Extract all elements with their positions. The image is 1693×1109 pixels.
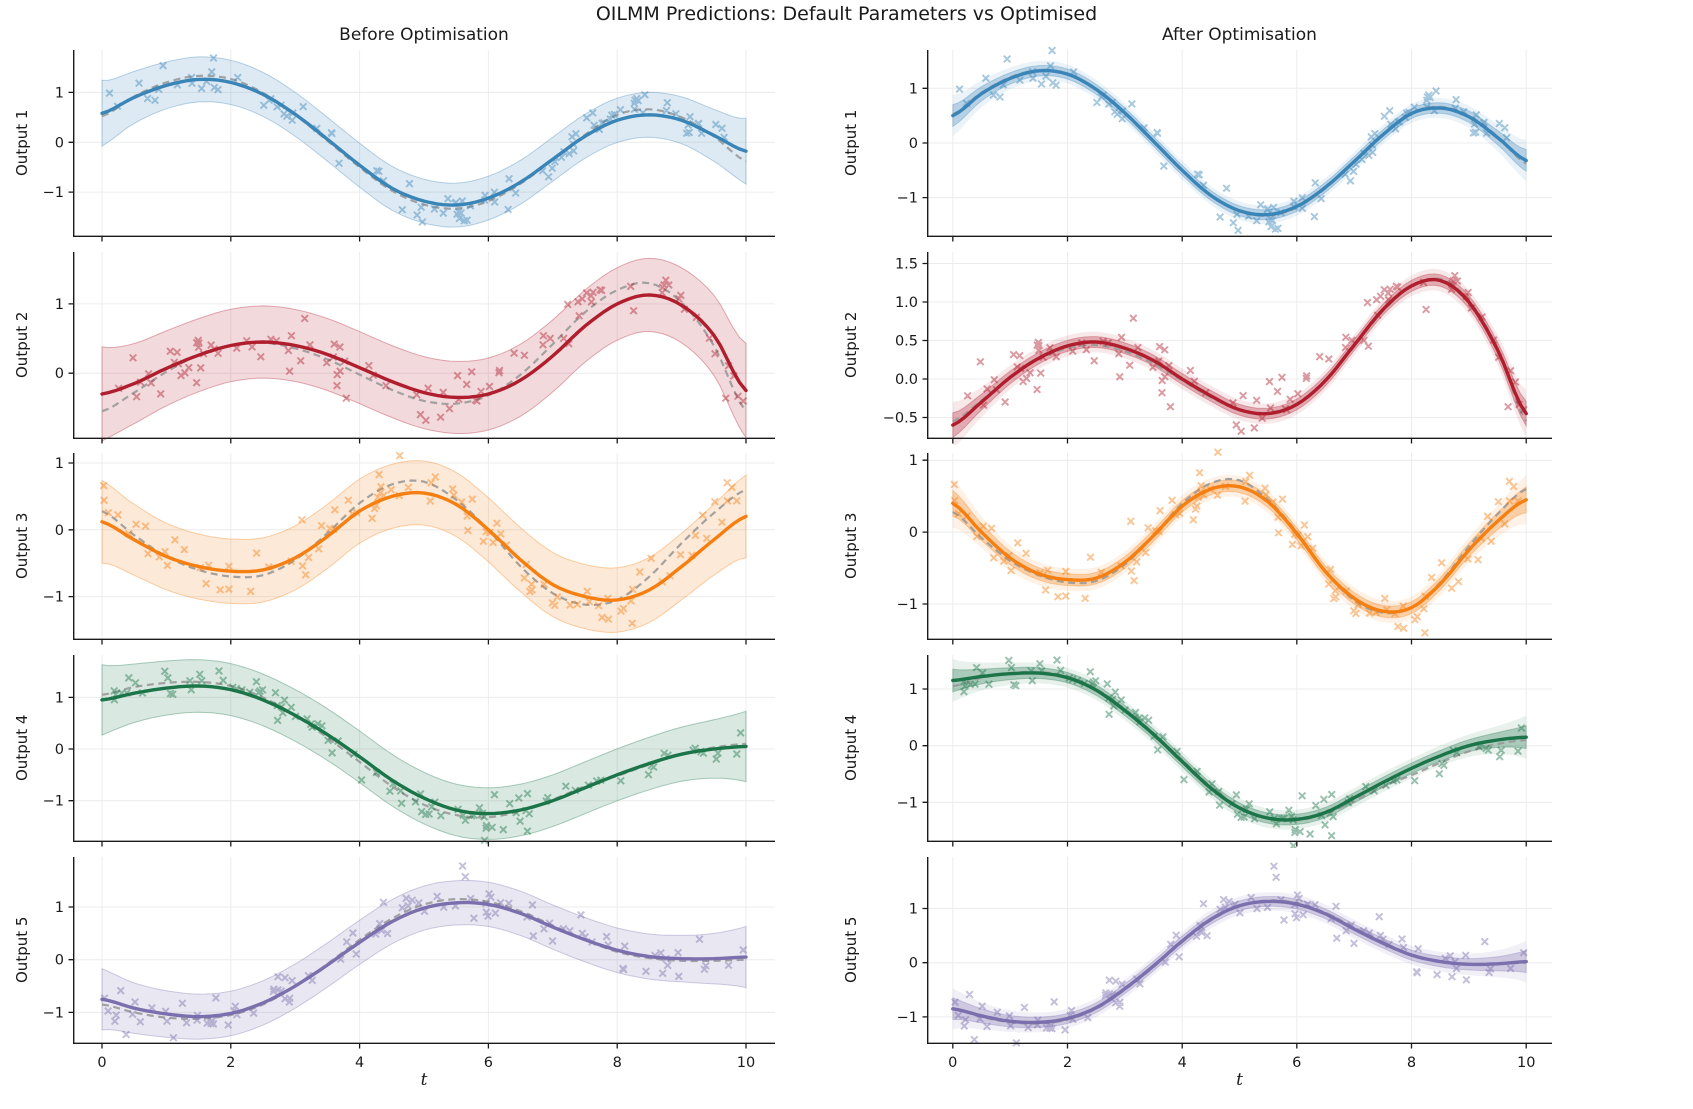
panel-output-1-after: −1 0 1 bbox=[897, 46, 1552, 242]
svg-text:6: 6 bbox=[1292, 1055, 1301, 1071]
y-axis-label: Output 3 bbox=[842, 512, 860, 580]
panel-output-5-after: 0 2 4 6 8 10 −1 0 1 bbox=[897, 857, 1552, 1071]
panel-output-3-after: −1 0 1 bbox=[897, 448, 1552, 645]
svg-text:−1: −1 bbox=[43, 1005, 64, 1021]
svg-text:8: 8 bbox=[613, 1055, 622, 1071]
y-axis-label: Output 3 bbox=[13, 512, 31, 580]
svg-text:−1: −1 bbox=[43, 185, 64, 201]
panel-output-3-before: −1 0 1 bbox=[43, 451, 775, 645]
panel-output-1-before: −1 0 1 bbox=[43, 50, 775, 242]
svg-text:−1: −1 bbox=[897, 191, 918, 207]
svg-text:0.0: 0.0 bbox=[895, 372, 918, 388]
svg-text:10: 10 bbox=[1517, 1055, 1535, 1071]
y-axis-label: Output 5 bbox=[842, 916, 860, 984]
svg-text:0: 0 bbox=[97, 1055, 106, 1071]
figure-title: OILMM Predictions: Default Parameters vs… bbox=[595, 3, 1098, 25]
panel-output-4-after: −1 0 1 bbox=[897, 655, 1552, 848]
plot-canvas: 01 bbox=[55, 252, 775, 444]
svg-text:0: 0 bbox=[55, 523, 64, 539]
y-axis-label: Output 4 bbox=[13, 714, 31, 782]
plot-canvas: −1 0 1 bbox=[897, 448, 1552, 645]
plot-canvas: −1 0 1 bbox=[43, 50, 775, 242]
svg-text:−1: −1 bbox=[897, 1010, 918, 1026]
svg-text:−0.5: −0.5 bbox=[883, 411, 918, 427]
y-axis-label: Output 4 bbox=[842, 714, 860, 782]
svg-text:1: 1 bbox=[909, 453, 918, 469]
panel-output-4-before: −1 0 1 bbox=[43, 655, 775, 847]
svg-text:0: 0 bbox=[948, 1055, 957, 1071]
svg-text:1: 1 bbox=[55, 690, 64, 706]
column-title-before: Before Optimisation bbox=[339, 25, 509, 45]
x-axis-label: t bbox=[1236, 1070, 1243, 1090]
svg-text:−1: −1 bbox=[897, 795, 918, 811]
y-axis-label: Output 5 bbox=[13, 916, 31, 984]
svg-text:0: 0 bbox=[909, 739, 918, 755]
column-title-after: After Optimisation bbox=[1162, 25, 1317, 45]
svg-text:1: 1 bbox=[909, 81, 918, 97]
x-axis-label: t bbox=[420, 1070, 428, 1090]
plot-canvas: −1 0 1 bbox=[43, 655, 775, 847]
svg-text:−1: −1 bbox=[43, 590, 64, 606]
svg-text:1: 1 bbox=[55, 297, 64, 313]
svg-text:0: 0 bbox=[909, 525, 918, 541]
svg-text:0: 0 bbox=[55, 742, 64, 758]
svg-text:4: 4 bbox=[355, 1055, 364, 1071]
svg-text:0: 0 bbox=[909, 956, 918, 972]
panel-output-5-before: 0 2 4 6 8 10 −1 0 1 bbox=[43, 857, 775, 1071]
y-axis-label: Output 2 bbox=[13, 311, 31, 379]
svg-text:0: 0 bbox=[909, 136, 918, 152]
svg-text:10: 10 bbox=[737, 1055, 755, 1071]
svg-text:1.5: 1.5 bbox=[895, 257, 918, 273]
svg-text:2: 2 bbox=[226, 1055, 235, 1071]
svg-text:0.5: 0.5 bbox=[895, 334, 918, 350]
svg-text:1.0: 1.0 bbox=[895, 295, 918, 311]
plot-canvas: −1 0 1 bbox=[43, 451, 775, 645]
svg-text:6: 6 bbox=[484, 1055, 493, 1071]
svg-text:−1: −1 bbox=[897, 597, 918, 613]
svg-text:1: 1 bbox=[55, 456, 64, 472]
svg-text:8: 8 bbox=[1407, 1055, 1416, 1071]
y-axis-label: Output 1 bbox=[13, 109, 31, 177]
svg-text:1: 1 bbox=[55, 85, 64, 101]
plot-canvas: 0 2 4 6 8 10 −1 0 1 bbox=[897, 857, 1552, 1071]
panel-output-2-after: −0.5 0.0 0.5 1.0 1.5 bbox=[883, 252, 1552, 445]
svg-text:1: 1 bbox=[909, 682, 918, 698]
svg-text:0: 0 bbox=[55, 366, 64, 382]
svg-text:2: 2 bbox=[1063, 1055, 1072, 1071]
svg-text:0: 0 bbox=[55, 953, 64, 969]
svg-text:1: 1 bbox=[909, 902, 918, 918]
plot-canvas: 0 2 4 6 8 10 −1 0 1 bbox=[43, 857, 775, 1071]
svg-text:4: 4 bbox=[1178, 1055, 1187, 1071]
plot-canvas: −0.5 0.0 0.5 1.0 1.5 bbox=[883, 252, 1552, 445]
svg-text:0: 0 bbox=[55, 135, 64, 151]
y-axis-label: Output 2 bbox=[842, 311, 860, 379]
svg-text:1: 1 bbox=[55, 900, 64, 916]
svg-text:−1: −1 bbox=[43, 794, 64, 810]
y-axis-label: Output 1 bbox=[842, 109, 860, 177]
plot-canvas: −1 0 1 bbox=[897, 655, 1552, 848]
plot-canvas: −1 0 1 bbox=[897, 46, 1552, 242]
